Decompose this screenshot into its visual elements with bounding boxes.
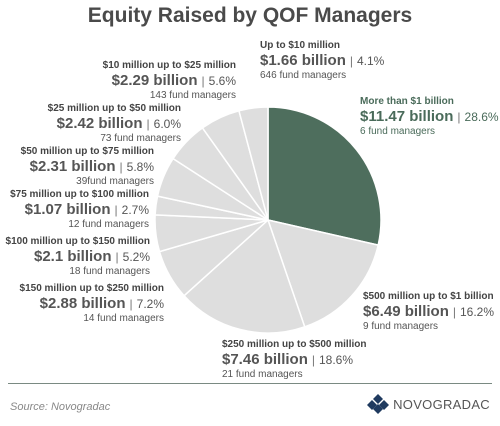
label-value: $7.46 billion [222,350,308,368]
label-separator: | [457,109,461,124]
label-category: $500 million up to $1 billion [363,291,494,302]
label-separator: | [114,202,118,217]
label-managers: 73 fund managers [100,132,181,144]
label-percent: 5.6% [208,73,236,88]
label-value: $2.42 billion [56,114,143,132]
label-managers: 143 fund managers [149,89,236,101]
slice-label-7: $25 million up to $50 million $2.42 bill… [48,103,181,144]
logo-text: NOVOGRADAC [393,396,490,412]
label-percent: 6.0% [153,116,181,131]
label-value: $2.31 billion [29,157,116,175]
label-category: More than $1 billion [360,96,454,107]
slice-label-5: $75 million up to $100 million $1.07 bil… [10,189,149,230]
label-managers: 6 fund managers [360,125,436,137]
slice-label-8: $10 million up to $25 million $2.29 bill… [103,60,236,101]
label-percent: 5.8% [126,159,154,174]
label-value: $11.47 billion [360,107,454,125]
label-category: $100 million up to $150 million [5,236,150,247]
label-category: $75 million up to $100 million [10,189,149,200]
label-separator: | [349,53,353,68]
label-percent: 28.6% [464,109,499,124]
label-value: $6.49 billion [363,302,449,320]
label-separator: | [146,116,150,131]
slice-label-3: $150 million up to $250 million $2.88 bi… [20,283,164,324]
label-value: $1.07 billion [24,200,111,218]
pie-slice-0 [267,106,382,247]
label-value: $2.1 billion [33,247,112,265]
slice-label-9: Up to $10 million $1.66 billion | 4.1% 646… [260,40,384,81]
diamond-logo-icon [367,394,390,414]
label-separator: | [311,352,315,367]
label-managers: 12 fund managers [68,218,149,230]
footer-divider [8,383,492,384]
label-value: $2.88 billion [39,294,126,312]
label-category: $150 million up to $250 million [19,283,164,294]
slice-label-0: More than $1 billion $11.47 billion | 28.6… [360,96,499,137]
pie-slice-9 [238,106,269,221]
label-separator: | [119,159,123,174]
novogradac-logo: NOVOGRADAC [367,393,490,415]
source-note: Source: Novogradac [10,401,111,413]
label-managers: 21 fund managers [222,368,303,380]
label-category: $50 million up to $75 million [20,146,154,157]
chart-title: Equity Raised by QOF Managers [87,4,413,27]
slice-label-1: $500 million up to $1 billion $6.49 bill… [363,291,494,332]
pie-slices [154,106,382,334]
label-managers: 39fund managers [76,175,154,187]
label-separator: | [452,304,456,319]
slice-label-2: $250 million up to $500 million $7.46 bi… [222,339,366,380]
label-value: $1.66 billion [260,51,346,69]
label-category: Up to $10 million [260,40,341,51]
pie-slice-2 [183,218,306,334]
label-separator: | [129,296,133,311]
label-separator: | [115,249,119,264]
slice-label-4: $100 million up to $150 million $2.1 bil… [6,236,150,277]
label-percent: 4.1% [357,53,385,68]
label-percent: 5.2% [122,249,150,264]
label-category: $250 million up to $500 million [222,339,367,350]
label-managers: 9 fund managers [363,320,439,332]
label-category: $10 million up to $25 million [102,60,236,71]
label-percent: 2.7% [121,202,149,217]
label-managers: 18 fund managers [69,265,150,277]
label-managers: 646 fund managers [260,69,347,81]
label-category: $25 million up to $50 million [47,103,181,114]
label-percent: 16.2% [460,304,495,319]
label-percent: 7.2% [136,296,164,311]
label-value: $2.29 billion [111,71,198,89]
label-separator: | [201,73,205,88]
label-percent: 18.6% [319,352,354,367]
label-managers: 14 fund managers [83,312,164,324]
slice-label-6: $50 million up to $75 million $2.31 bill… [21,146,154,187]
